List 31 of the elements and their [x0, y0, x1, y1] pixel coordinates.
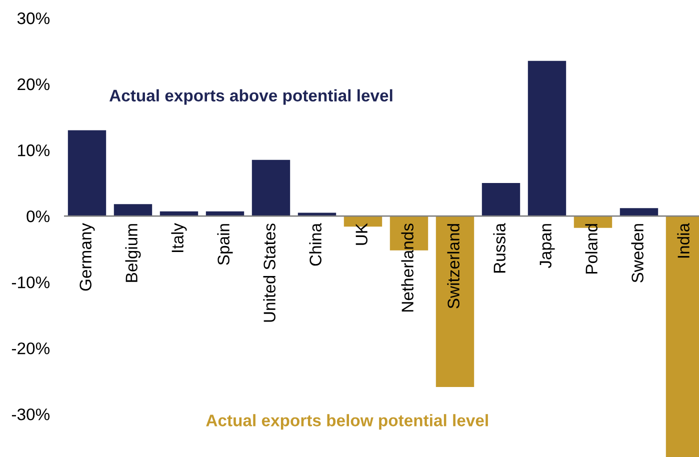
y-tick-label: 0% — [26, 210, 50, 222]
x-tick-label: Japan — [540, 224, 555, 268]
x-tick-label: Spain — [217, 224, 233, 265]
x-tick-label: UK — [356, 223, 368, 245]
bar — [298, 212, 336, 216]
bar — [68, 130, 106, 216]
annotation: Actual exports below potential level — [206, 414, 488, 430]
y-tick-label: -20% — [12, 342, 50, 354]
x-tick-label: United States — [263, 224, 276, 322]
bar — [620, 208, 658, 216]
bar — [114, 204, 152, 216]
y-tick-label: -30% — [12, 408, 50, 420]
bar — [436, 216, 474, 388]
bar — [528, 60, 566, 216]
x-tick-label: Russia — [493, 222, 506, 273]
y-tick-label: 20% — [18, 78, 50, 90]
x-tick-label: China — [309, 222, 322, 266]
x-tick-label: Poland — [585, 224, 598, 274]
bar — [252, 160, 290, 216]
x-tick-label: Germany — [80, 223, 95, 291]
y-tick-label: 30% — [17, 12, 50, 24]
x-tick-label: Sweden — [631, 224, 644, 282]
y-tick-label: 10% — [18, 144, 50, 156]
x-tick-label: Belgium — [125, 224, 141, 282]
bar — [482, 183, 520, 216]
x-tick-label: Italy — [171, 223, 187, 252]
x-tick-label: India — [677, 222, 690, 258]
x-tick-label: Switzerland — [447, 224, 460, 308]
y-tick-label: -10% — [12, 276, 50, 288]
x-tick-label: Netherlands — [401, 224, 414, 312]
annotation: Actual exports above potential level — [109, 89, 392, 105]
